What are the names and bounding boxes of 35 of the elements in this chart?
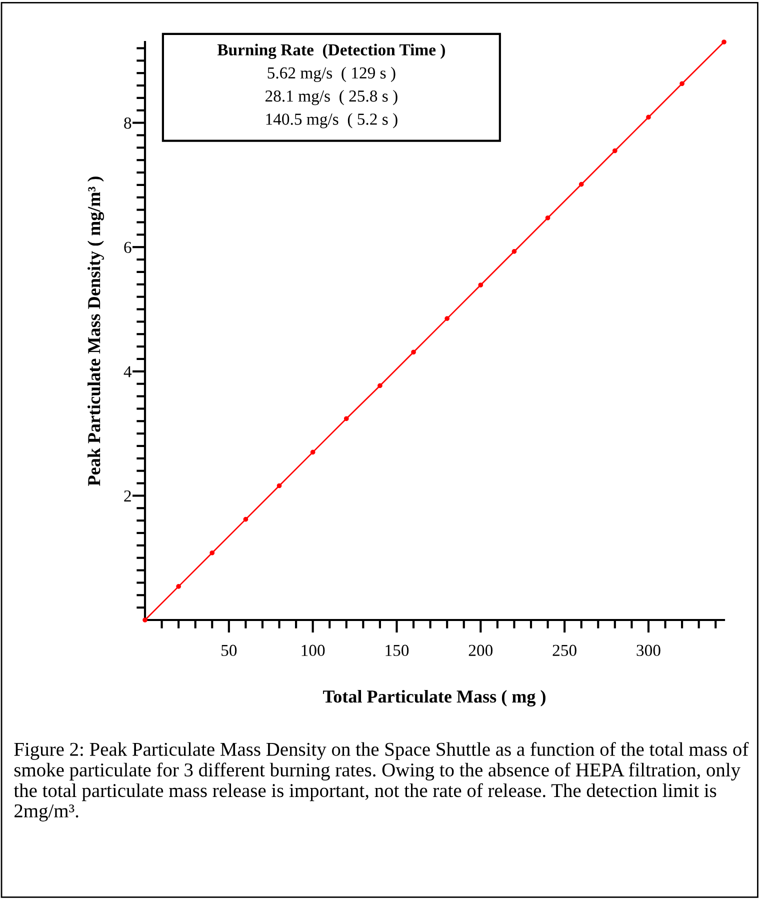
point xyxy=(444,316,450,321)
y-tick-label: 4 xyxy=(124,366,132,378)
x-tick-label: 50 xyxy=(222,644,237,656)
point xyxy=(310,450,316,455)
point xyxy=(243,516,248,522)
point xyxy=(578,182,584,187)
x-tick-label: 250 xyxy=(552,644,576,656)
annotation: 140.5 mg/s ( 5.2 s ) xyxy=(266,113,398,128)
annotation: 28.1 mg/s ( 25.8 s ) xyxy=(266,90,398,106)
y-tick-label: 2 xyxy=(124,490,131,502)
x-tick-label: 100 xyxy=(302,644,325,656)
point xyxy=(344,416,349,422)
x-axis-title: Total Particulate Mass ( mg ) xyxy=(323,690,546,706)
y-tick-label: 6 xyxy=(124,242,132,254)
caption: Figure 2: Peak Particulate Mass Density on the Space Shuttle as a function of the total mass of smoke particulate for 3 different burning rates. Owing to the absence of HEPA filtration, only the total particulate mass release is important, not the rate of release. The detection limit is 2mg/m³. xyxy=(14,742,749,822)
point xyxy=(142,618,148,622)
annotation: Burning Rate (Detection Time ) xyxy=(217,44,445,59)
annotation: 5.62 mg/s ( 129 s ) xyxy=(268,66,396,82)
point xyxy=(545,215,550,220)
point xyxy=(646,114,651,120)
y-axis-title: Peak Particulate Mass Density ( mg/m³ ) xyxy=(88,176,104,486)
x-tick-label: 200 xyxy=(468,644,493,656)
point xyxy=(210,550,215,556)
point xyxy=(680,81,684,86)
point xyxy=(722,40,726,44)
point xyxy=(176,584,181,589)
point xyxy=(378,383,382,388)
point xyxy=(478,282,484,288)
x-tick-label: 300 xyxy=(636,644,660,656)
x-tick-label: 150 xyxy=(386,644,409,656)
y-tick-label: 8 xyxy=(124,117,132,129)
point xyxy=(612,148,618,154)
point xyxy=(512,249,517,254)
point xyxy=(276,483,282,488)
point xyxy=(411,350,416,355)
